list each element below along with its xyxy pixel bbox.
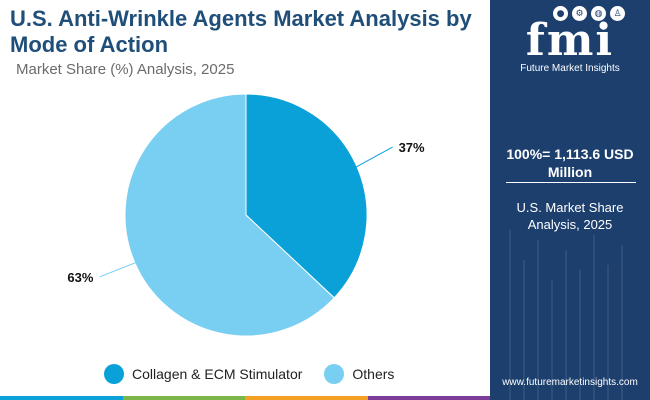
panel-divider <box>506 182 636 183</box>
legend-item-collagen[interactable]: Collagen & ECM Stimulator <box>104 364 302 384</box>
website-link[interactable]: www.futuremarketinsights.com <box>502 377 638 388</box>
bottom-bar-segment <box>367 396 490 400</box>
bottom-color-bar <box>0 396 490 400</box>
panel-background-pattern <box>509 230 623 400</box>
side-panel: ● ⚙ ◍ ♙ fmi Future Market Insights 100%=… <box>490 0 650 400</box>
pie-leader-collagen <box>353 146 393 169</box>
chart-subtitle: Market Share (%) Analysis, 2025 <box>16 61 235 78</box>
globe-icon: ◍ <box>591 6 606 21</box>
pie-chart: 37% 63% <box>67 93 425 337</box>
logo-icons: ● ⚙ ◍ ♙ <box>528 6 650 21</box>
legend-label-others: Others <box>352 366 395 382</box>
fmi-logo: ● ⚙ ◍ ♙ fmi Future Market Insights <box>490 6 650 74</box>
pie-label-others: 63% <box>67 270 93 285</box>
chart-legend: Collagen & ECM Stimulator Others <box>104 362 394 386</box>
pie-label-collagen: 37% <box>399 140 425 155</box>
panel-caption: U.S. Market Share Analysis, 2025 <box>516 200 624 232</box>
legend-swatch-collagen <box>104 364 124 384</box>
leaf-icon: ● <box>553 6 568 21</box>
gear-icon: ⚙ <box>572 6 587 21</box>
total-market-value: 100%= 1,113.6 USD Million <box>506 146 634 180</box>
bottom-bar-segment <box>0 396 123 400</box>
legend-swatch-others <box>324 364 345 384</box>
logo-caption: Future Market Insights <box>520 63 620 74</box>
chart-title: U.S. Anti-Wrinkle Agents Market Analysis… <box>10 6 472 57</box>
legend-label-collagen: Collagen & ECM Stimulator <box>132 366 303 382</box>
bottom-bar-segment <box>122 396 245 400</box>
person-icon: ♙ <box>610 6 625 21</box>
bottom-bar-segment <box>245 396 368 400</box>
legend-item-others[interactable]: Others <box>324 364 394 384</box>
pie-leader-others <box>99 261 139 278</box>
logo-text: fmi <box>525 15 615 66</box>
